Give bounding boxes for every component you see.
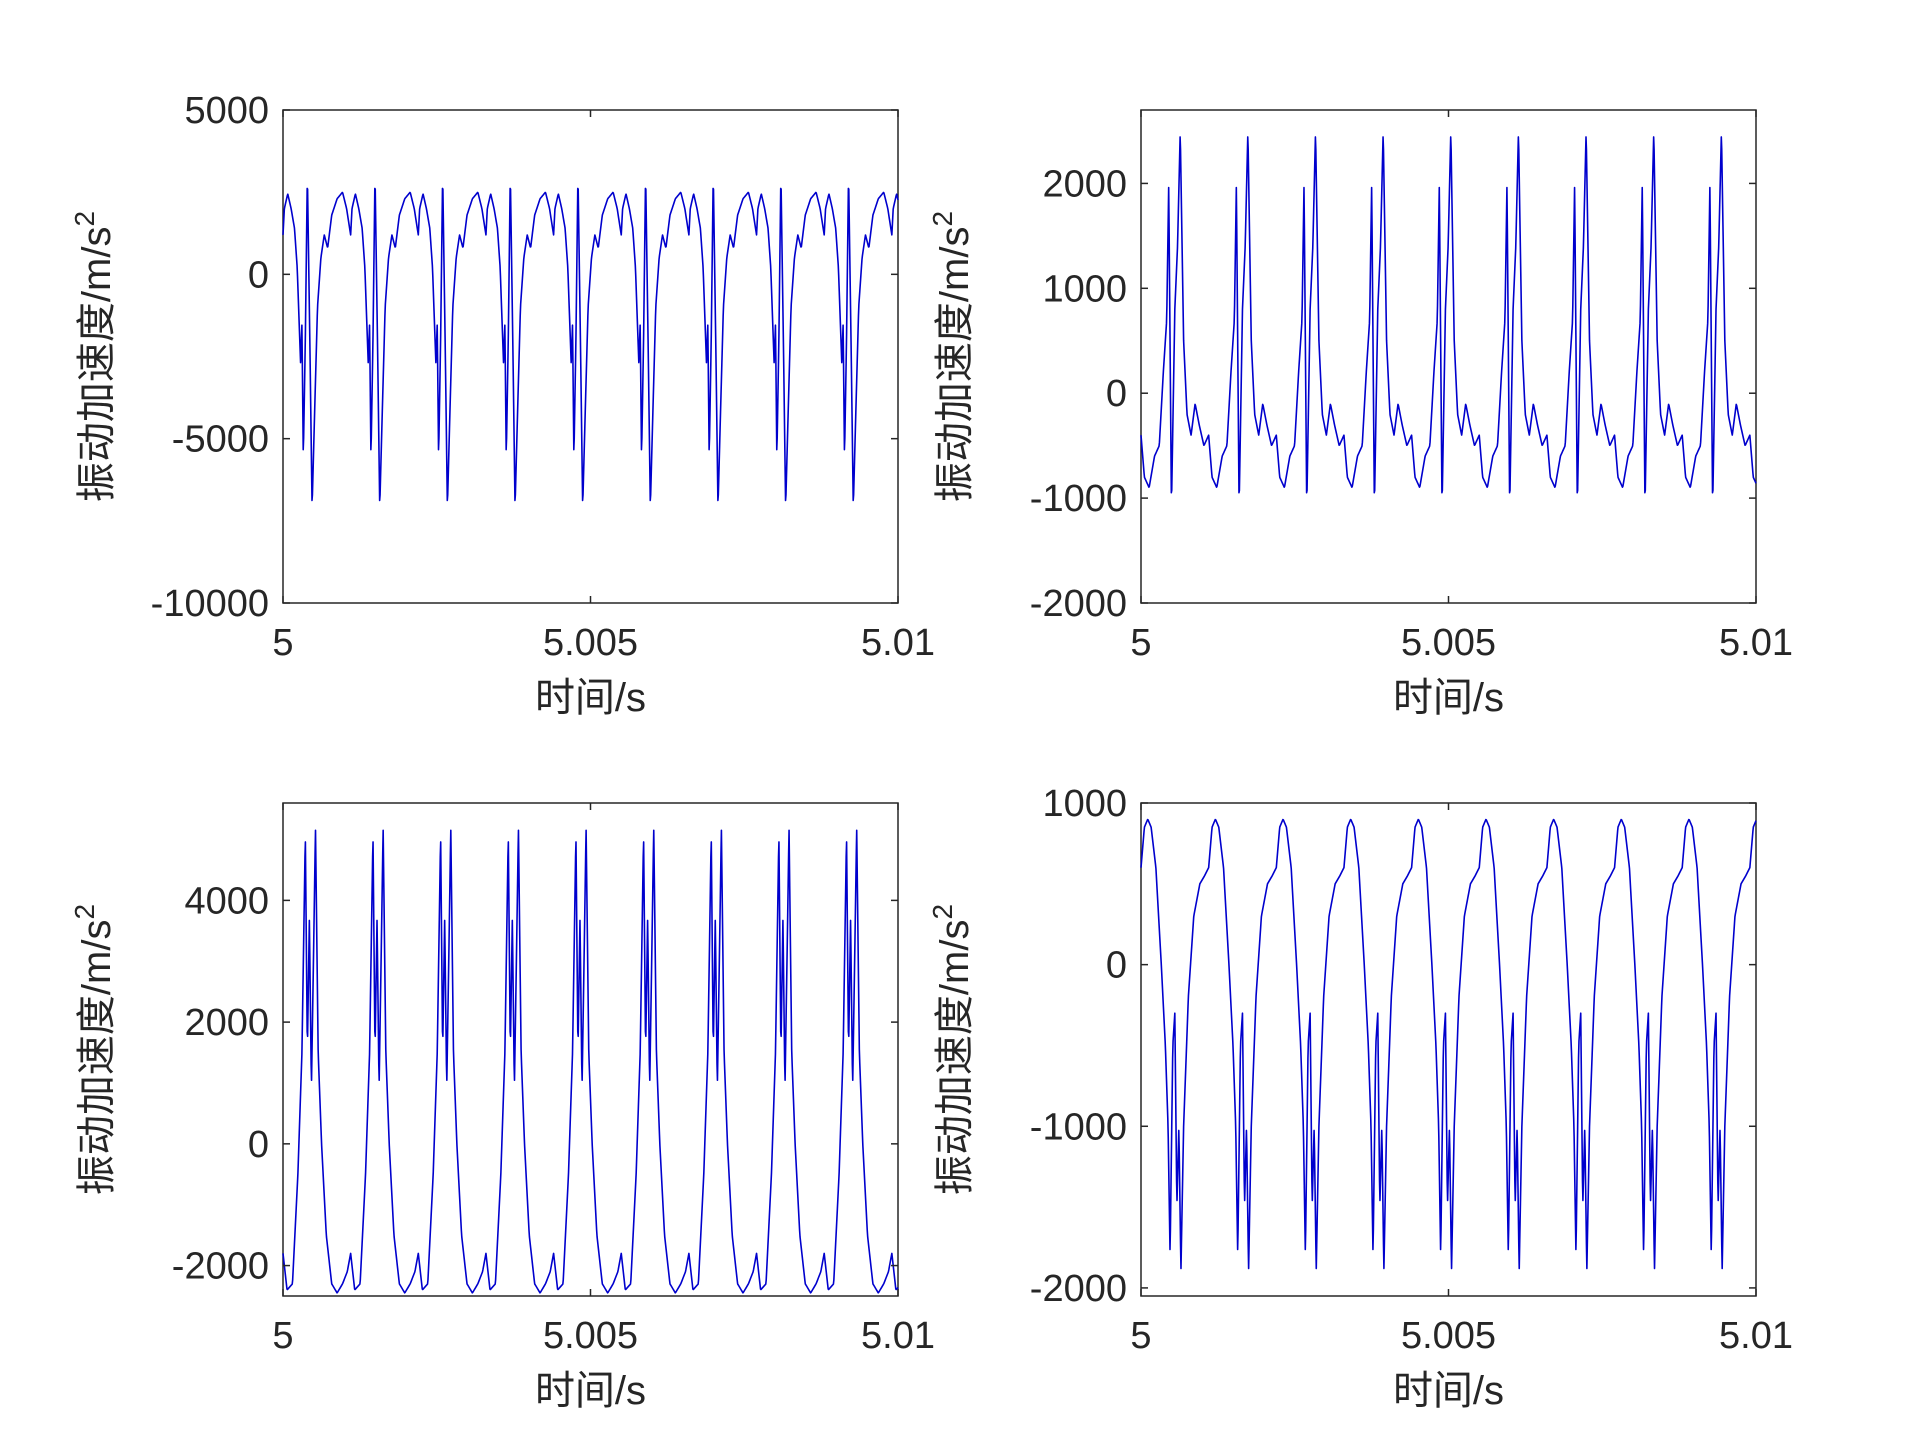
y-axis-label: 振动加速度/m/s2 — [927, 904, 977, 1195]
series-line-signal — [1140, 136, 1757, 494]
x-tick-label: 5.005 — [543, 1315, 638, 1357]
x-tick-label: 5.005 — [1401, 622, 1496, 664]
y-axis-label-text: 振动加速度/m/s — [75, 227, 119, 503]
x-axis-label: 时间/s — [1393, 1369, 1504, 1413]
subplot-2: 5 5.005 5.01 -2000 -1000 0 1000 2000 时间/s 振动加速度/m… — [927, 109, 1793, 720]
x-axis-label: 时间/s — [1393, 676, 1504, 720]
y-axis-label-superscript: 2 — [927, 211, 958, 227]
y-tick-label: 2000 — [184, 1002, 269, 1044]
y-axis-label: 振动加速度/m/s2 — [927, 211, 977, 502]
y-tick-label: -1000 — [1030, 478, 1127, 520]
y-axis-label-text: 振动加速度/m/s — [75, 920, 119, 1196]
y-tick-label: 2000 — [1042, 163, 1127, 205]
y-axis-label-superscript: 2 — [69, 904, 100, 920]
y-tick-label: -2000 — [1030, 1268, 1127, 1310]
x-tick-label: 5.01 — [861, 622, 935, 664]
y-tick-label: 0 — [248, 254, 269, 296]
x-tick-label: 5.005 — [543, 622, 638, 664]
x-tick-label: 5.01 — [861, 1315, 935, 1357]
y-tick-label: 4000 — [184, 880, 269, 922]
x-tick-label: 5.005 — [1401, 1315, 1496, 1357]
x-tick-label: 5 — [272, 1315, 293, 1357]
x-axis-label: 时间/s — [535, 1369, 646, 1413]
y-axis-label-text: 振动加速度/m/s — [933, 920, 977, 1196]
y-axis-label: 振动加速度/m/s2 — [69, 904, 119, 1195]
y-axis-label: 振动加速度/m/s2 — [69, 211, 119, 502]
subplots: 5 5.005 5.01-10000-500005000时间/s振动加速度/m/s2… — [69, 90, 1793, 1413]
y-tick-label: -1000 — [1030, 1106, 1127, 1148]
x-tick-label: 5 — [272, 622, 293, 664]
y-axis-label-text: 振动加速度/m/s — [933, 227, 977, 503]
y-tick-label: 1000 — [1042, 268, 1127, 310]
y-axis-label-superscript: 2 — [927, 904, 958, 920]
series-line-signal — [282, 829, 899, 1294]
y-tick-label: 0 — [1106, 945, 1127, 987]
x-tick-label: 5.01 — [1719, 622, 1793, 664]
y-tick-label: 0 — [248, 1124, 269, 1166]
x-tick-label: 5.01 — [1719, 1315, 1793, 1357]
axes-box — [282, 802, 899, 1297]
subplot-4: 5 5.005 5.01 -2000 -1000 0 1000 时间/s 振动加速度/m/s2 — [927, 783, 1793, 1413]
axes-box — [1140, 109, 1757, 604]
y-tick-label: -2000 — [172, 1246, 269, 1288]
y-tick-label: -5000 — [172, 419, 269, 461]
subplot-1: 5 5.005 5.01 -10000 -5000 0 5000 时间/s 振动加速度/m/s2 — [69, 90, 935, 720]
series-line-signal — [282, 187, 899, 502]
x-tick-label: 5 — [1130, 622, 1151, 664]
x-axis-label: 时间/s — [535, 676, 646, 720]
y-tick-label: 1000 — [1042, 783, 1127, 825]
x-tick-label: 5 — [1130, 1315, 1151, 1357]
series-line-signal — [1140, 818, 1757, 1270]
y-tick-label: -10000 — [151, 583, 269, 625]
axes-box — [282, 109, 899, 604]
subplot-3: 5 5.005 5.01 -2000 0 2000 4000 时间/s 振动加速度/m/s2 — [69, 802, 935, 1413]
y-tick-label: 5000 — [184, 90, 269, 132]
y-tick-label: 0 — [1106, 373, 1127, 415]
y-tick-label: -2000 — [1030, 583, 1127, 625]
y-axis-label-superscript: 2 — [69, 211, 100, 227]
